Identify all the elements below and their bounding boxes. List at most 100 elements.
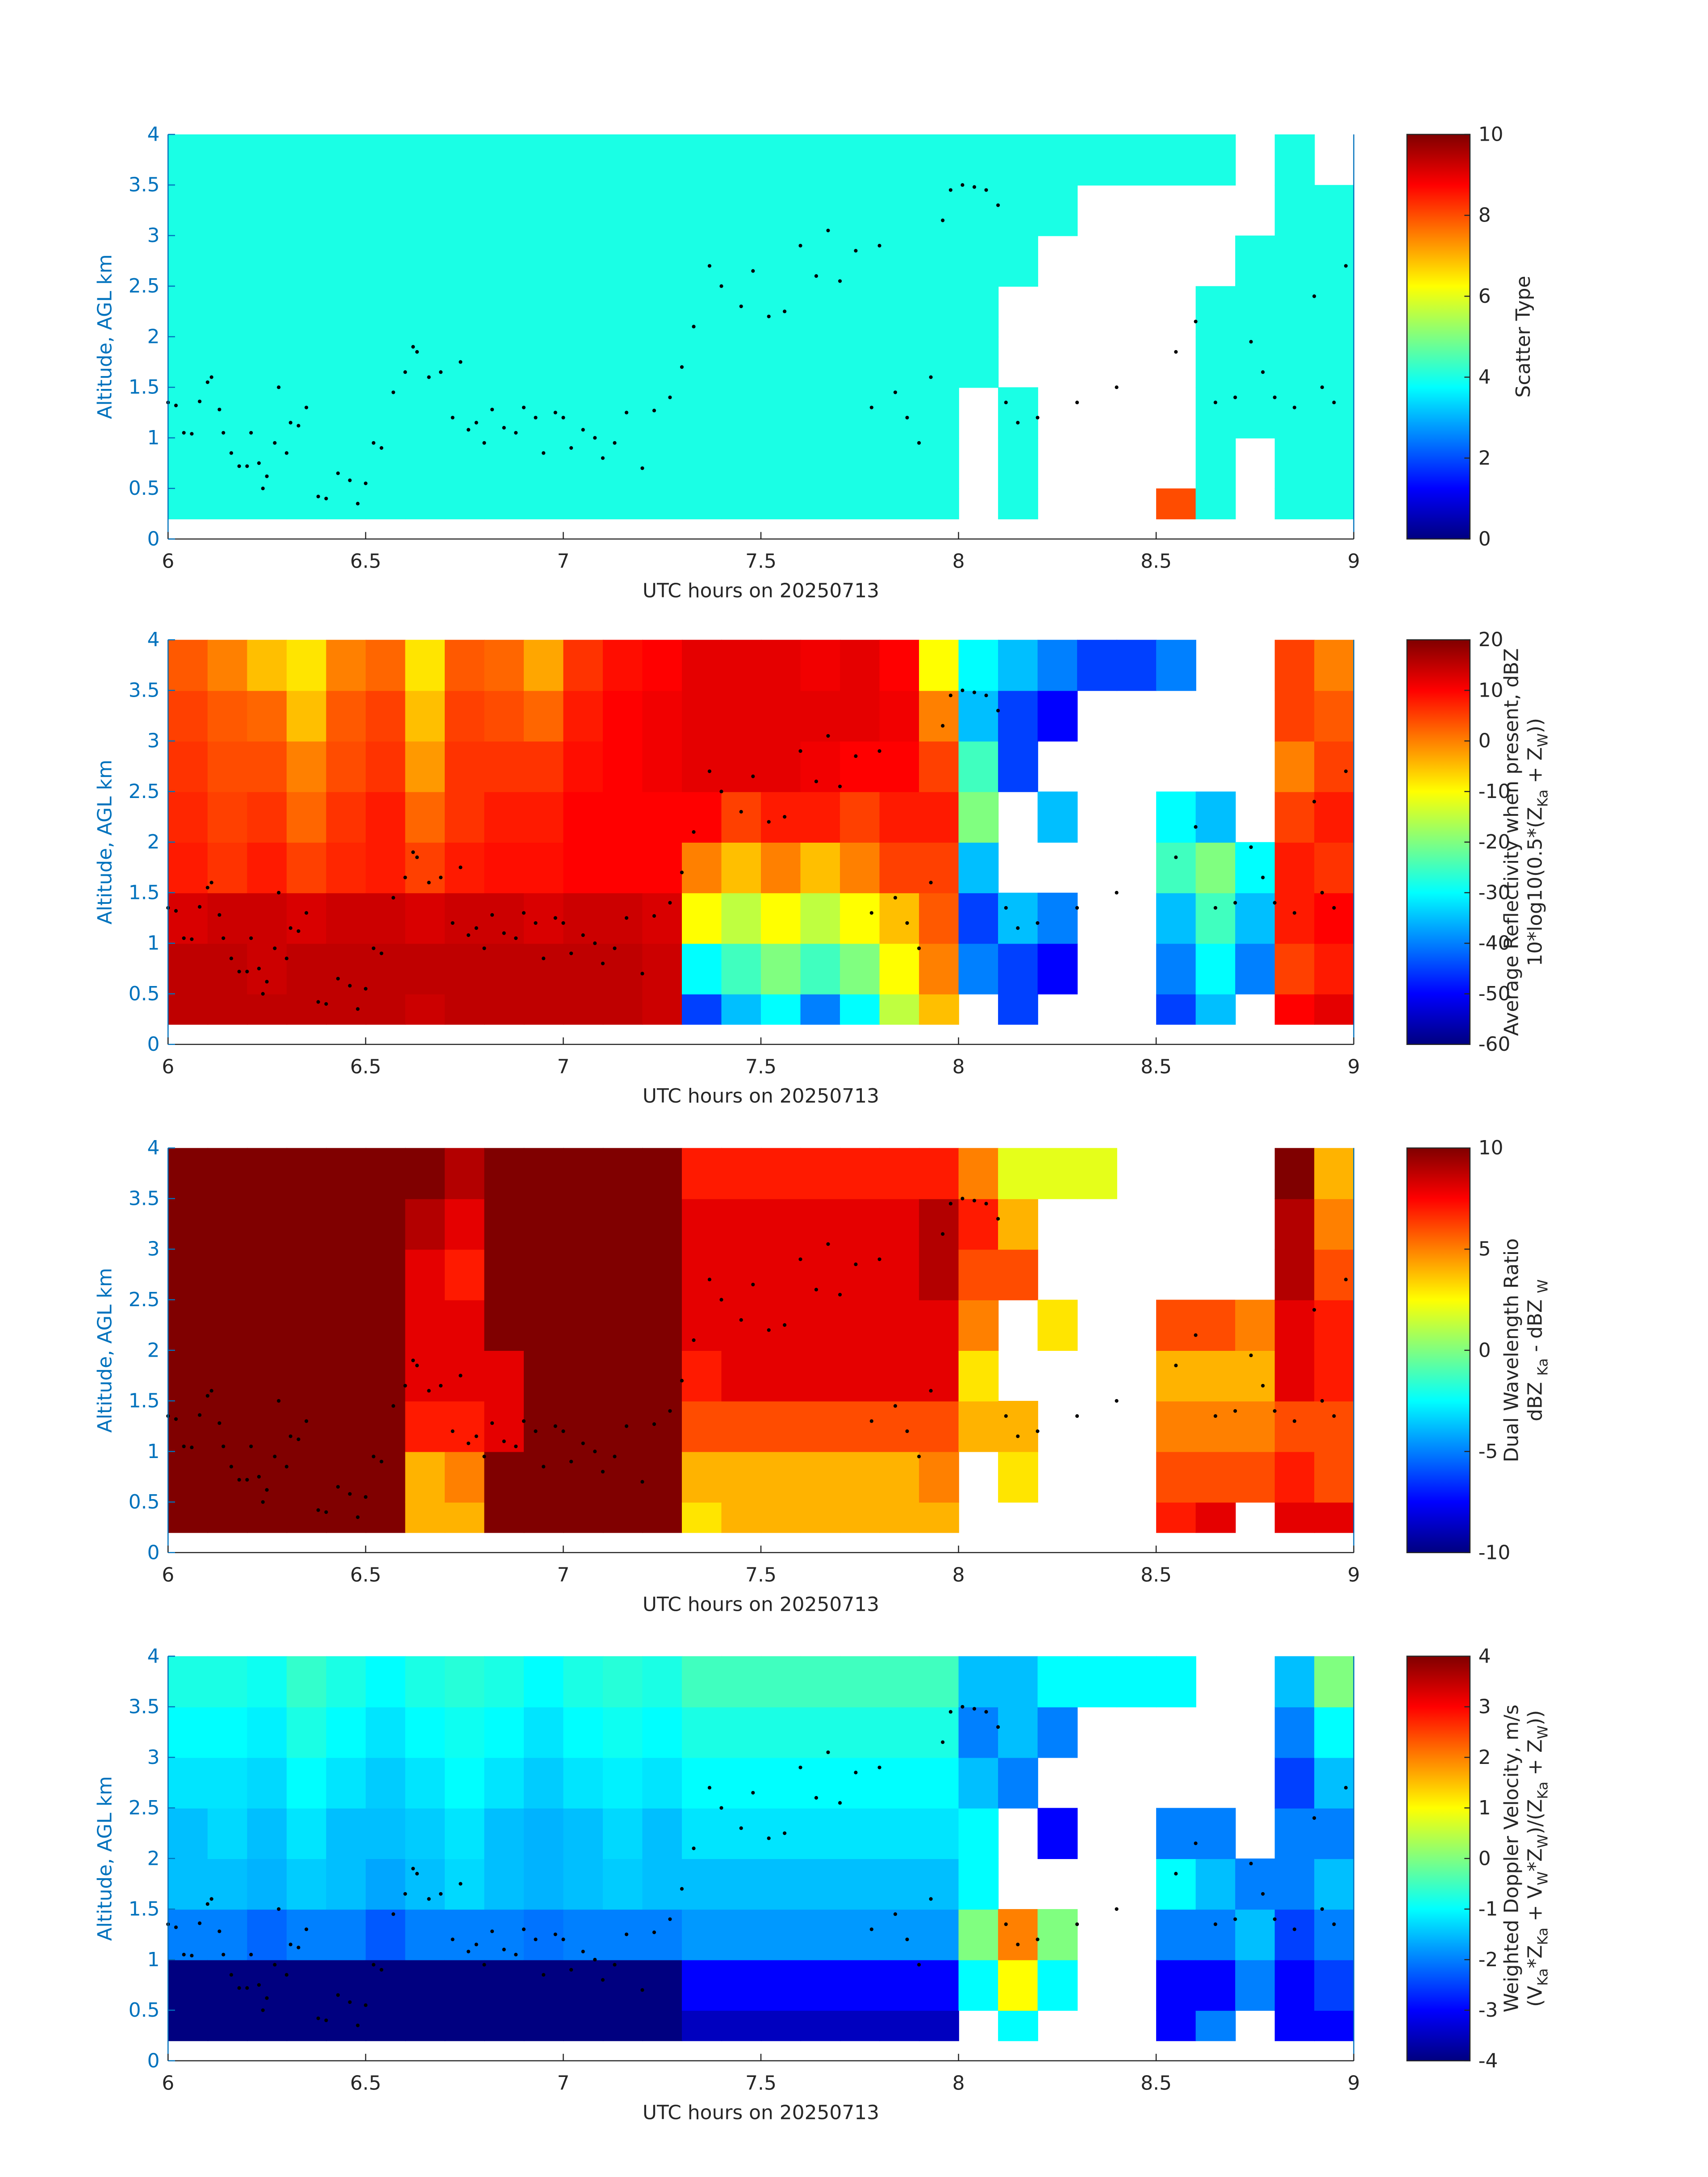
heatmap-cell [168, 438, 209, 489]
y-tick-label: 0.5 [129, 1999, 160, 2022]
overlay-point [182, 936, 186, 940]
heatmap-cell [998, 943, 1038, 994]
overlay-point [581, 1950, 585, 1954]
heatmap-cell [444, 1502, 485, 1533]
heatmap-cell [1195, 1401, 1236, 1452]
overlay-point [411, 1867, 415, 1871]
overlay-point [929, 881, 933, 885]
heatmap-cell [444, 1148, 485, 1199]
heatmap-cell [998, 387, 1038, 439]
overlay-point [415, 1363, 419, 1367]
overlay-point [941, 1740, 945, 1744]
overlay-point [751, 269, 755, 273]
overlay-point [960, 183, 965, 187]
heatmap-cell [247, 791, 288, 843]
heatmap-cell [484, 438, 525, 489]
y-tick-label: 4 [147, 123, 160, 146]
heatmap-cell [365, 438, 406, 489]
overlay-point [356, 1007, 360, 1011]
y-tick-label: 2 [147, 325, 160, 348]
overlay-point [972, 690, 977, 694]
heatmap-cell [761, 235, 801, 287]
overlay-point [427, 375, 431, 379]
overlay-point [273, 946, 277, 950]
heatmap-cell [563, 1858, 604, 1910]
heatmap-cell [1314, 690, 1354, 742]
y-tick-label: 3.5 [129, 1696, 160, 1718]
heatmap-cell [602, 690, 643, 742]
heatmap-cell [484, 235, 525, 287]
heatmap-cell [247, 1656, 288, 1708]
heatmap-cell [879, 690, 920, 742]
heatmap-cell [1195, 892, 1236, 944]
overlay-point [972, 1199, 977, 1203]
colorbar-tick-label: -1 [1478, 1898, 1498, 1921]
overlay-point [391, 896, 395, 900]
heatmap-cell [207, 1808, 248, 1859]
heatmap-cell [721, 438, 762, 489]
y-tick-label: 1 [147, 932, 160, 955]
overlay-point [265, 1996, 269, 2000]
heatmap-cell [444, 134, 485, 186]
overlay-point [209, 881, 213, 885]
colorbar-tick-label: 0 [1478, 1847, 1491, 1870]
overlay-point [296, 1437, 301, 1442]
overlay-point [767, 820, 771, 824]
y-tick-label: 0.5 [129, 982, 160, 1005]
heatmap-cell [365, 690, 406, 742]
heatmap-cell [1037, 1656, 1078, 1708]
heatmap-cell [365, 1300, 406, 1351]
y-tick-label: 0 [147, 527, 160, 550]
colorbar [1406, 639, 1471, 1045]
heatmap-cell [484, 1350, 525, 1402]
heatmap-cell [602, 639, 643, 691]
heatmap-cell [761, 286, 801, 338]
overlay-point [569, 1459, 573, 1463]
heatmap-cell [563, 1707, 604, 1758]
overlay-point [593, 1450, 597, 1454]
heatmap-cell [247, 1249, 288, 1300]
heatmap-cell [998, 1148, 1038, 1199]
heatmap-cell [800, 994, 841, 1025]
x-tick-label: 6.5 [350, 2072, 381, 2094]
overlay-point [1332, 1922, 1336, 1926]
overlay-point [217, 913, 221, 917]
heatmap-cell [681, 690, 722, 742]
overlay-point [502, 1439, 506, 1443]
overlay-point [237, 464, 241, 468]
colorbar-tick-label: -10 [1478, 1541, 1511, 1564]
y-tick-label: 2 [147, 1847, 160, 1870]
heatmap-cell [919, 2010, 959, 2041]
heatmap-cell [721, 1707, 762, 1758]
heatmap-cell [444, 994, 485, 1025]
heatmap-cell [286, 1350, 327, 1402]
heatmap-cell [168, 892, 209, 944]
overlay-point [854, 754, 858, 758]
x-tick-label: 6.5 [350, 1563, 381, 1586]
colorbar-tick-label: -4 [1478, 2049, 1498, 2072]
heatmap-cell [365, 1148, 406, 1199]
heatmap-cell [405, 1198, 446, 1250]
heatmap-cell [879, 488, 920, 519]
heatmap-cell [405, 1656, 446, 1708]
heatmap-cell [761, 1350, 801, 1402]
heatmap-cell [681, 994, 722, 1025]
heatmap-cell [958, 1656, 999, 1708]
overlay-point [1213, 906, 1217, 910]
heatmap-cell [879, 336, 920, 388]
heatmap-cell [681, 1148, 722, 1199]
heatmap-cell [484, 134, 525, 186]
overlay-point [459, 1882, 463, 1886]
heatmap-cell [207, 1198, 248, 1250]
heatmap-cell [1314, 639, 1354, 691]
heatmap-cell [681, 1249, 722, 1300]
heatmap-cell [681, 387, 722, 439]
heatmap-cell [602, 488, 643, 519]
overlay-point [490, 1929, 494, 1933]
heatmap-cell [1274, 1148, 1315, 1199]
heatmap-cell [168, 185, 209, 236]
overlay-point [561, 1429, 565, 1433]
overlay-point [948, 1202, 952, 1206]
heatmap-cell [326, 741, 367, 792]
overlay-point [514, 1444, 518, 1449]
